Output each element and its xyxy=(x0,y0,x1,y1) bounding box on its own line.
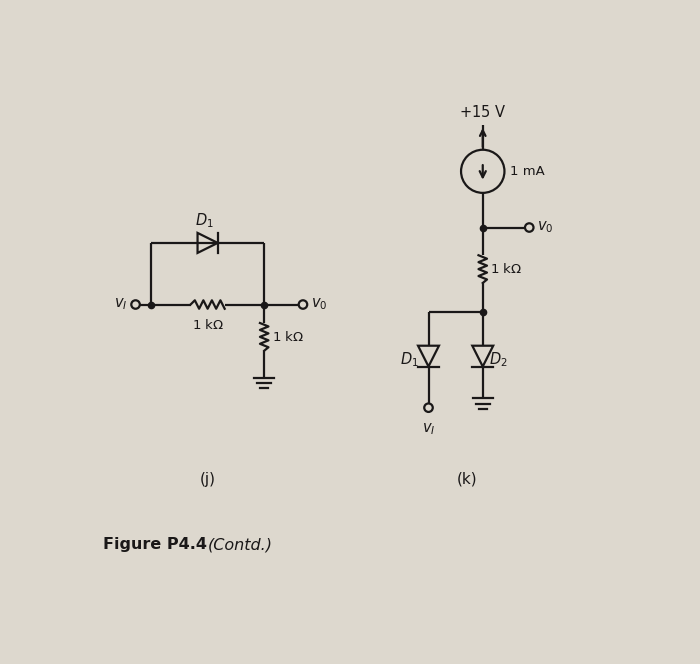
Text: 1 k$\Omega$: 1 k$\Omega$ xyxy=(491,262,522,276)
Text: 1 k$\Omega$: 1 k$\Omega$ xyxy=(192,317,223,331)
Text: (k): (k) xyxy=(457,472,477,487)
Text: $v_0$: $v_0$ xyxy=(537,220,554,235)
Text: $v_I$: $v_I$ xyxy=(422,422,435,438)
Text: $D_1$: $D_1$ xyxy=(195,211,214,230)
Text: $v_0$: $v_0$ xyxy=(311,297,327,312)
Text: 1 k$\Omega$: 1 k$\Omega$ xyxy=(272,330,304,344)
Text: (j): (j) xyxy=(199,472,216,487)
Text: (Contd.): (Contd.) xyxy=(208,537,272,552)
Text: $v_I$: $v_I$ xyxy=(114,297,128,312)
Text: 1 mA: 1 mA xyxy=(510,165,545,178)
Text: $D_2$: $D_2$ xyxy=(489,350,508,369)
Text: $+15\ \mathrm{V}$: $+15\ \mathrm{V}$ xyxy=(459,104,507,120)
Text: Figure P4.4: Figure P4.4 xyxy=(103,537,207,552)
Text: $D_1$: $D_1$ xyxy=(400,350,419,369)
